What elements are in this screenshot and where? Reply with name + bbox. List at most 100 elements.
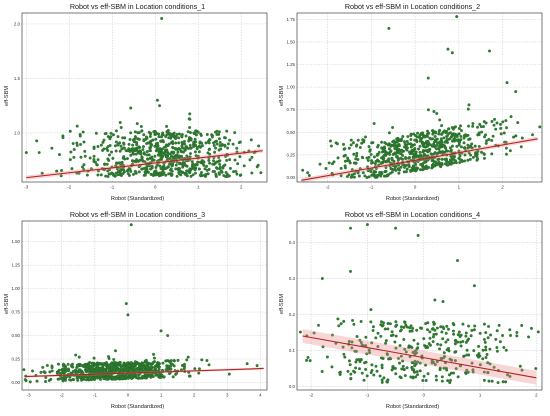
data-point xyxy=(164,144,168,148)
data-point xyxy=(81,130,85,134)
data-point xyxy=(395,148,399,152)
data-point xyxy=(351,318,355,322)
scatter-panel-3: Robot vs eff-SBM in Location conditions_… xyxy=(0,208,275,416)
data-point xyxy=(385,173,389,177)
data-point xyxy=(439,137,443,141)
data-point xyxy=(478,331,482,335)
data-point xyxy=(440,157,444,161)
data-point xyxy=(495,121,499,125)
data-point xyxy=(506,373,510,377)
data-point xyxy=(515,331,519,334)
data-point xyxy=(128,138,132,141)
data-point xyxy=(440,132,444,136)
chart-svg-2: Robot vs eff-SBM in Location conditions_… xyxy=(279,2,543,202)
data-point xyxy=(61,136,65,140)
data-point xyxy=(381,323,385,327)
scatter-panel-2: Robot vs eff-SBM in Location conditions_… xyxy=(275,0,550,208)
data-point xyxy=(197,371,201,375)
y-tick-label: 0.4 xyxy=(289,240,296,245)
data-point xyxy=(395,139,399,143)
data-point xyxy=(434,374,438,378)
data-point xyxy=(184,146,188,150)
data-point xyxy=(154,166,158,170)
data-point xyxy=(355,151,359,155)
data-point xyxy=(200,358,204,362)
data-point xyxy=(63,378,67,382)
data-point xyxy=(419,326,422,330)
data-point xyxy=(114,362,118,366)
data-point xyxy=(357,174,361,178)
data-point xyxy=(421,149,425,152)
data-point xyxy=(141,362,145,366)
data-point xyxy=(87,378,91,382)
data-point xyxy=(488,347,492,351)
x-tick-label: 1 xyxy=(479,393,482,398)
data-point xyxy=(387,157,391,161)
data-point xyxy=(446,338,450,342)
data-point xyxy=(128,149,132,153)
data-point xyxy=(446,327,450,331)
data-point xyxy=(380,356,384,360)
data-point xyxy=(404,156,408,160)
data-point xyxy=(215,129,219,133)
data-point xyxy=(393,147,397,151)
outlier-point xyxy=(349,269,352,273)
data-point xyxy=(148,135,152,138)
data-point xyxy=(405,167,409,171)
data-point xyxy=(199,133,203,137)
data-point xyxy=(141,375,145,379)
plot-frame xyxy=(21,12,268,183)
data-point xyxy=(354,366,358,370)
data-point xyxy=(428,330,432,334)
y-axis-label-1: eff-SBM xyxy=(4,86,10,106)
data-point xyxy=(487,324,490,328)
data-point xyxy=(149,142,153,146)
data-point xyxy=(342,319,346,323)
data-point xyxy=(409,169,413,173)
data-point xyxy=(72,378,76,382)
data-point xyxy=(157,158,161,162)
data-point xyxy=(495,345,499,349)
data-point xyxy=(119,144,123,148)
data-point xyxy=(536,330,540,334)
data-point xyxy=(387,147,391,151)
data-point xyxy=(131,376,135,380)
data-point xyxy=(193,367,197,371)
data-point xyxy=(438,368,442,372)
data-point xyxy=(466,107,470,111)
data-point xyxy=(458,154,462,158)
data-point xyxy=(357,358,361,362)
data-point xyxy=(482,156,486,160)
data-point xyxy=(201,161,205,165)
data-point xyxy=(440,375,444,379)
data-point xyxy=(437,132,441,136)
data-point xyxy=(188,112,192,116)
data-point xyxy=(496,381,500,385)
data-point xyxy=(60,169,64,172)
data-point xyxy=(339,174,343,178)
data-point xyxy=(371,141,375,145)
data-point xyxy=(471,155,475,159)
data-point xyxy=(497,323,501,327)
data-point xyxy=(409,137,413,141)
data-point xyxy=(499,122,503,126)
data-point xyxy=(178,132,181,136)
data-point xyxy=(223,143,227,147)
outlier-point xyxy=(159,329,163,333)
data-point xyxy=(454,161,458,165)
data-point xyxy=(461,322,465,326)
data-point xyxy=(440,143,444,147)
data-point xyxy=(177,141,181,145)
data-point xyxy=(476,157,480,161)
data-point xyxy=(196,130,200,134)
data-point xyxy=(431,162,435,166)
data-point xyxy=(55,169,59,173)
data-point xyxy=(327,161,331,165)
data-point xyxy=(141,148,145,152)
data-point xyxy=(169,133,173,137)
data-point xyxy=(494,337,498,341)
data-point xyxy=(437,161,441,165)
data-point xyxy=(412,338,416,342)
data-point xyxy=(482,322,486,326)
data-point xyxy=(167,172,171,176)
